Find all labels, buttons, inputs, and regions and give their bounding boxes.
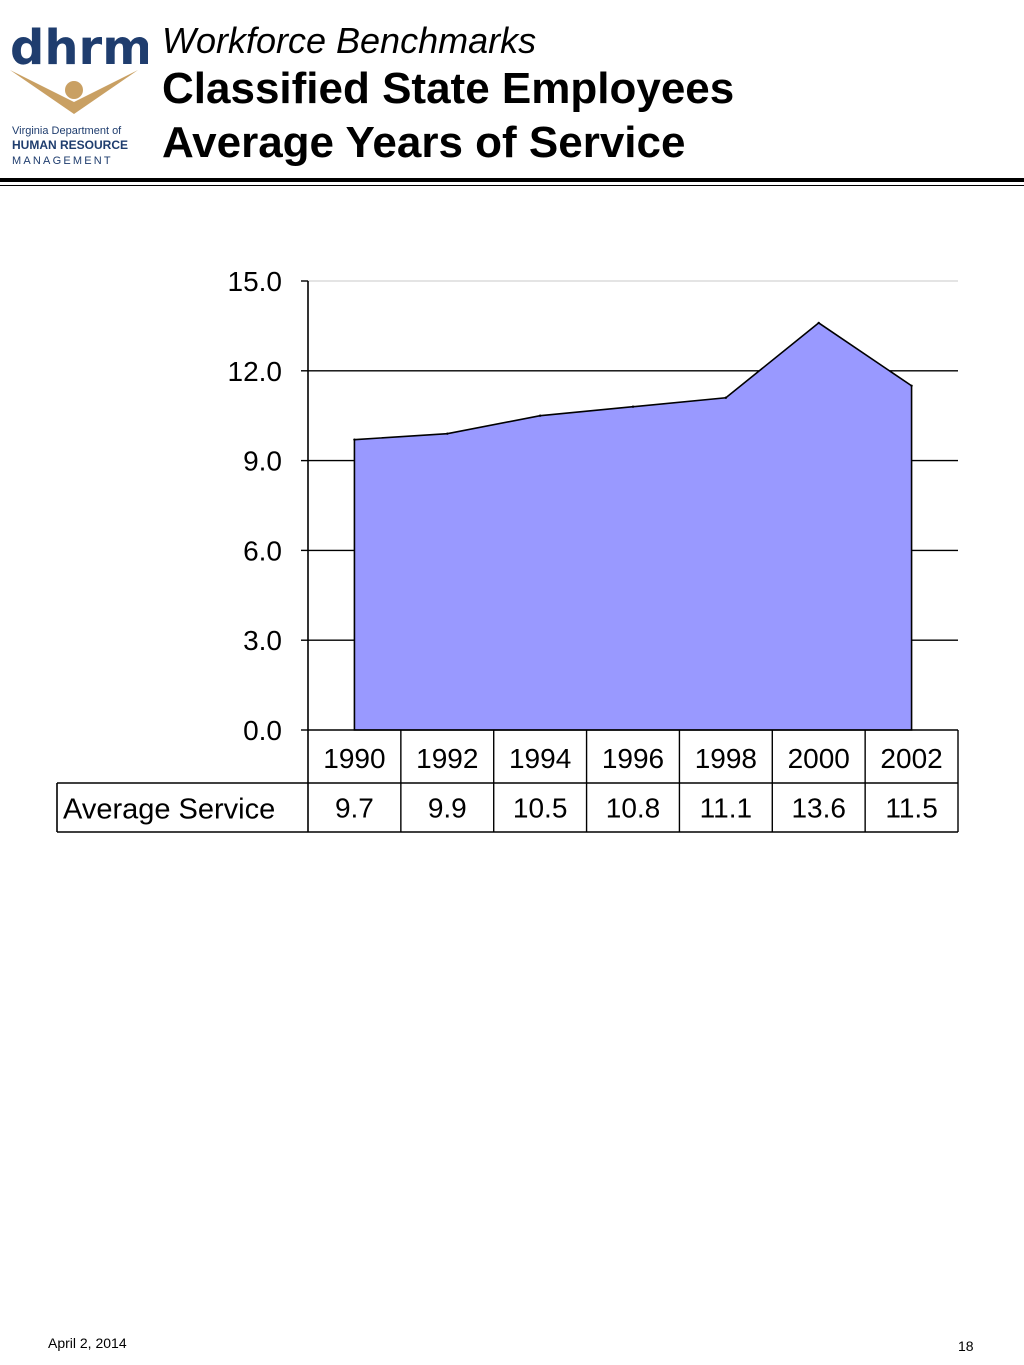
x-category-label: 2000 bbox=[788, 743, 850, 774]
table-value-label: 11.1 bbox=[700, 793, 752, 824]
logo-line-3: MANAGEMENT bbox=[12, 155, 113, 167]
y-tick-label: 3.0 bbox=[243, 625, 282, 656]
x-category-label: 1994 bbox=[509, 743, 571, 774]
x-category-label: 1992 bbox=[416, 743, 478, 774]
data-point bbox=[631, 405, 635, 408]
data-point bbox=[910, 384, 913, 387]
table-value-label: 11.5 bbox=[885, 793, 937, 824]
table-value-label: 13.6 bbox=[791, 793, 846, 824]
logo-line-1: Virginia Department of bbox=[12, 125, 122, 137]
logo-figure-head bbox=[65, 81, 83, 99]
logo-wordmark: dhrm bbox=[10, 20, 148, 76]
average-service-chart: 0.0 3.0 6.0 9.0 12.0 15.0 1990 1992 1994 1996 1998… bbox=[56, 266, 959, 833]
header-rule-thick bbox=[0, 178, 1024, 182]
slide-header: Workforce Benchmarks Classified State Em… bbox=[162, 20, 734, 170]
logo-chevron-shape bbox=[10, 70, 138, 114]
data-point bbox=[724, 396, 728, 399]
y-tick-label: 9.0 bbox=[243, 446, 282, 477]
table-value-label: 10.5 bbox=[513, 793, 568, 824]
y-tick-label: 0.0 bbox=[243, 715, 282, 746]
area-series-average-service bbox=[353, 321, 913, 731]
table-value-label: 9.9 bbox=[428, 793, 467, 824]
data-point bbox=[446, 432, 449, 435]
footer-date: April 2, 2014 bbox=[48, 1335, 127, 1351]
x-category-label: 1996 bbox=[602, 743, 664, 774]
data-point bbox=[538, 414, 542, 417]
data-point bbox=[817, 321, 820, 325]
x-category-label: 1990 bbox=[323, 743, 385, 774]
slide-title-line-1: Classified State Employees bbox=[162, 64, 735, 113]
y-tick-label: 6.0 bbox=[243, 535, 282, 566]
slide-subtitle: Workforce Benchmarks bbox=[162, 20, 537, 61]
x-category-label: 1998 bbox=[695, 743, 757, 774]
y-tick-label: 15.0 bbox=[228, 266, 283, 297]
y-tick-label: 12.0 bbox=[228, 356, 283, 387]
x-category-label: 2002 bbox=[880, 743, 942, 774]
table-series-label: Average Service bbox=[63, 794, 275, 826]
slide-title-line-2: Average Years of Service bbox=[162, 118, 686, 167]
table-value-label: 10.8 bbox=[606, 793, 661, 824]
dhrm-logo: dhrm Virginia Department of HUMAN RESOUR… bbox=[10, 20, 148, 167]
logo-line-2: HUMAN RESOURCE bbox=[12, 138, 128, 152]
page-number: 18 bbox=[958, 1338, 974, 1354]
header-rule-thin bbox=[0, 185, 1024, 186]
data-point bbox=[353, 438, 356, 441]
table-value-label: 9.7 bbox=[335, 793, 374, 824]
